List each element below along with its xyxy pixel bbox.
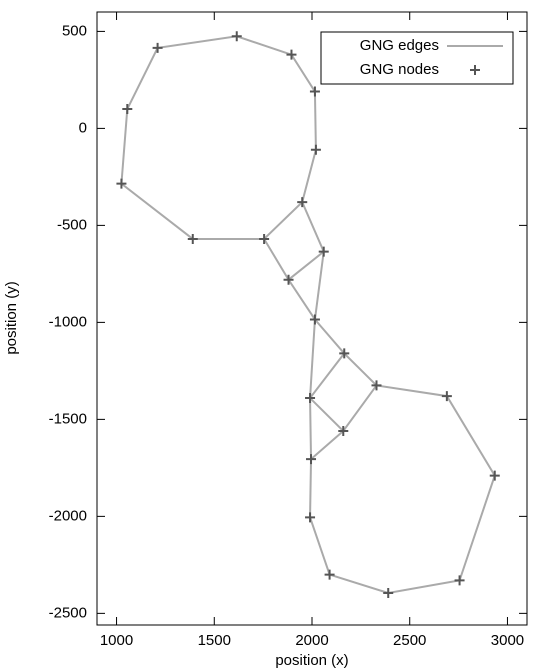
legend-marker xyxy=(470,65,480,75)
node-marker xyxy=(441,391,452,402)
x-tick-label: 1500 xyxy=(198,632,231,649)
node-marker xyxy=(305,393,316,404)
x-tick-label: 3000 xyxy=(491,632,524,649)
edge-line xyxy=(120,35,496,595)
node-marker xyxy=(383,587,394,598)
node-marker xyxy=(310,144,321,155)
node-marker xyxy=(286,49,297,60)
node-marker xyxy=(338,426,349,437)
y-tick-label: 0 xyxy=(79,119,87,136)
y-tick-label: -1000 xyxy=(49,313,87,330)
y-tick-label: 500 xyxy=(62,22,87,39)
node-marker xyxy=(152,42,163,53)
node-marker xyxy=(306,454,317,465)
node-marker xyxy=(489,470,500,481)
y-tick-label: -500 xyxy=(57,216,87,233)
legend-box xyxy=(320,31,514,85)
node-marker xyxy=(116,178,127,189)
x-tick-label: 2000 xyxy=(295,632,328,649)
y-tick-label: -1500 xyxy=(49,410,87,427)
y-tick-label: -2000 xyxy=(49,507,87,524)
node-marker xyxy=(231,31,242,42)
node-marker xyxy=(305,512,316,523)
x-tick-label: 2500 xyxy=(393,632,426,649)
node-marker xyxy=(283,274,294,285)
node-marker xyxy=(339,348,350,359)
node-marker xyxy=(309,314,320,325)
node-marker xyxy=(454,575,465,586)
node-marker xyxy=(318,246,329,257)
legend-label: GNG nodes xyxy=(360,61,439,78)
x-axis-label: position (x) xyxy=(275,652,348,669)
x-tick-label: 1000 xyxy=(100,632,133,649)
node-marker xyxy=(309,86,320,97)
node-marker xyxy=(297,197,308,208)
y-tick-label: -2500 xyxy=(49,604,87,621)
node-marker xyxy=(187,233,198,244)
node-marker xyxy=(259,233,270,244)
node-marker xyxy=(371,380,382,391)
node-marker xyxy=(122,103,133,114)
node-marker xyxy=(324,569,335,580)
y-axis-label: position (y) xyxy=(3,281,20,354)
legend-label: GNG edges xyxy=(360,37,439,54)
